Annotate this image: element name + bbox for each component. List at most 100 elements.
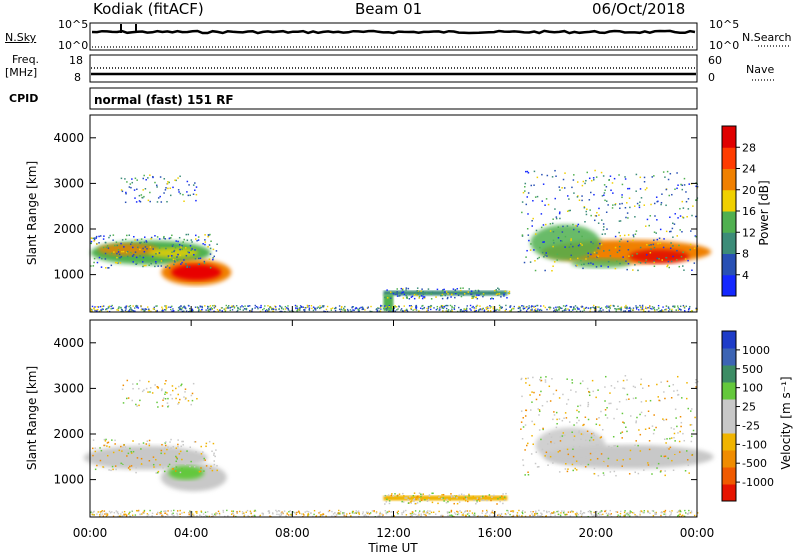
velocity-speck: [609, 509, 611, 512]
velocity-speck: [540, 376, 542, 379]
power-speck: [562, 225, 564, 228]
power-speck: [590, 253, 592, 256]
velocity-speck: [531, 401, 533, 403]
velocity-speck: [410, 514, 412, 516]
velocity-speck: [680, 515, 683, 517]
velocity-speck: [587, 405, 589, 408]
power-speck: [251, 310, 253, 313]
velocity-speck: [192, 514, 195, 516]
velocity-speck: [99, 447, 101, 449]
velocity-speck: [540, 390, 542, 393]
power-speck: [632, 239, 634, 242]
power-speck: [462, 287, 464, 289]
power-speck: [403, 305, 405, 307]
power-speck: [117, 251, 120, 253]
velocity-speck: [176, 512, 178, 515]
velocity-speck: [670, 513, 672, 516]
power-speck: [169, 194, 172, 197]
power-speck: [272, 308, 274, 310]
velocity-speck: [307, 513, 309, 516]
velocity-speck: [420, 499, 423, 502]
velocity-speck: [681, 397, 683, 399]
velocity-speck: [627, 512, 629, 514]
power-speck: [136, 305, 139, 307]
nave-tick-top: 60: [708, 54, 722, 67]
velocity-speck: [426, 511, 428, 513]
power-speck: [170, 244, 173, 246]
power-speck: [653, 175, 655, 177]
power-speck: [513, 305, 515, 308]
velocity-speck: [404, 497, 406, 499]
velocity-speck: [664, 513, 667, 515]
power-speck: [646, 243, 648, 246]
power-speck: [598, 306, 600, 308]
velocity-speck: [333, 515, 336, 517]
time-xlabel: Time UT: [367, 541, 418, 554]
velocity-speck: [559, 450, 561, 452]
power-speck: [476, 294, 478, 296]
velocity-speck: [183, 511, 185, 514]
power-speck: [211, 307, 213, 310]
power-speck: [476, 297, 479, 300]
power-speck: [384, 296, 386, 299]
velocity-speck: [108, 446, 111, 448]
power-speck: [588, 177, 591, 180]
velocity-patch: [383, 495, 508, 501]
power-speck: [178, 191, 180, 193]
power-speck: [408, 293, 411, 295]
velocity-speck: [520, 410, 523, 412]
velocity-speck: [538, 509, 540, 512]
power-speck: [144, 236, 146, 238]
velocity-speck: [615, 511, 617, 513]
velocity-speck: [167, 510, 169, 512]
power-speck: [102, 305, 105, 307]
velocity-speck: [694, 416, 696, 419]
power-speck: [572, 228, 575, 231]
power-speck: [441, 307, 444, 309]
velocity-speck: [556, 418, 558, 421]
velocity-speck: [564, 434, 566, 436]
power-speck: [485, 308, 488, 310]
velocity-speck: [156, 401, 158, 404]
velocity-speck: [613, 417, 615, 420]
velocity-speck: [412, 494, 415, 497]
velocity-speck: [432, 511, 435, 513]
velocity-speck: [656, 467, 658, 469]
velocity-speck: [469, 510, 471, 512]
velocity-speck: [612, 456, 615, 459]
velocity-speck: [213, 463, 216, 466]
power-speck: [323, 305, 325, 307]
velocity-speck: [111, 465, 114, 468]
colorbar-swatch: [722, 484, 736, 502]
power-speck: [179, 307, 182, 309]
velocity-speck: [593, 473, 596, 475]
power-speck: [526, 170, 529, 173]
velocity-speck: [595, 444, 598, 446]
power-speck: [644, 261, 647, 264]
velocity-speck: [164, 510, 166, 512]
velocity-speck: [673, 432, 676, 435]
power-speck: [233, 307, 236, 309]
power-speck: [590, 241, 592, 243]
velocity-speck: [533, 514, 536, 516]
power-speck: [598, 310, 600, 312]
velocity-speck: [664, 397, 666, 400]
power-speck: [144, 309, 146, 311]
power-speck: [174, 179, 176, 181]
power-speck: [440, 294, 442, 297]
velocity-speck: [609, 471, 612, 473]
velocity-speck: [411, 512, 413, 515]
velocity-speck: [631, 511, 634, 514]
power-speck: [209, 266, 212, 269]
power-speck: [645, 306, 647, 308]
velocity-speck: [427, 498, 430, 501]
power-speck: [194, 306, 197, 308]
power-speck: [444, 304, 447, 307]
velocity-speck: [189, 465, 191, 468]
velocity-speck: [173, 514, 175, 517]
power-speck: [470, 309, 472, 311]
power-speck: [164, 309, 166, 311]
velocity-speck: [590, 513, 593, 516]
velocity-speck: [124, 446, 127, 448]
velocity-speck: [386, 498, 388, 501]
